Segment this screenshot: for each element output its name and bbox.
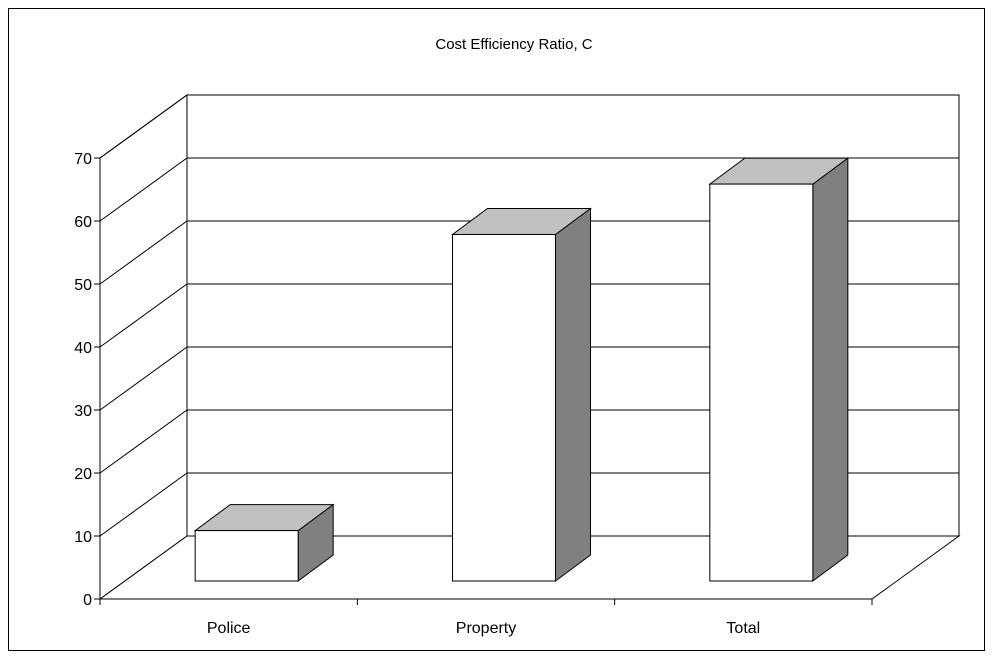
gridline (99, 157, 959, 222)
chart-svg: Cost Efficiency Ratio, C 0 10 20 30 40 50 60 70… (74, 36, 961, 637)
gridline (99, 346, 959, 411)
x-tick-label: Police (207, 620, 251, 637)
bar (452, 234, 556, 582)
gridline (99, 283, 959, 348)
y-tick-label: 60 (74, 214, 92, 231)
chart-title: Cost Efficiency Ratio, C (435, 36, 592, 53)
plot-area: 0 10 20 30 40 50 60 70 Police Property Total (74, 94, 961, 637)
y-tick-label: 30 (74, 403, 92, 420)
y-tick-label: 40 (74, 340, 92, 357)
bar-side (812, 157, 849, 582)
gridline (99, 94, 959, 159)
side-wall (99, 94, 188, 600)
chart-frame: Cost Efficiency Ratio, C 0 10 20 30 40 50 60 70… (8, 8, 985, 651)
x-tick-label: Total (726, 620, 760, 637)
y-tick-label: 50 (74, 277, 92, 294)
y-tick-label: 70 (74, 151, 92, 168)
bar-side (555, 207, 591, 582)
bar (709, 183, 814, 582)
y-tick-label: 20 (74, 466, 92, 483)
y-tick-label: 0 (83, 592, 92, 609)
gridline (99, 220, 959, 285)
gridline (99, 409, 959, 474)
x-tick-label: Property (456, 620, 516, 637)
y-tick-label: 10 (74, 529, 92, 546)
bar (194, 530, 299, 582)
gridline (99, 472, 959, 537)
